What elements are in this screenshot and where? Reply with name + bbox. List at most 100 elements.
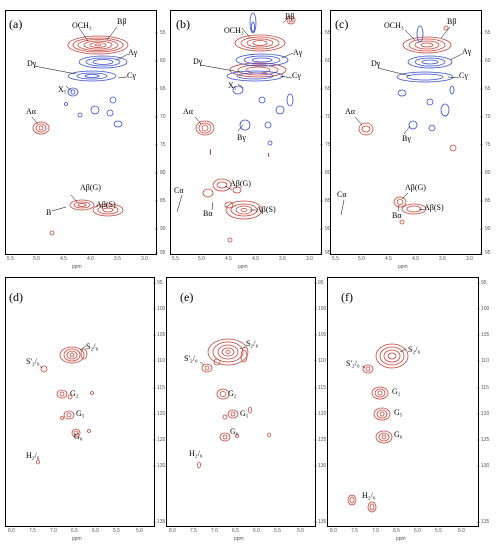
- y-tick: 60: [485, 58, 491, 64]
- peak-label-abeta-g: Aβ(G): [80, 183, 101, 192]
- panel-label: (b): [176, 17, 190, 31]
- y-tick: 95: [160, 250, 166, 256]
- x-axis-unit: ppm: [238, 264, 248, 270]
- y-tick: 85: [325, 198, 331, 204]
- x-tick: 5.5: [435, 528, 442, 534]
- y-tick: 75: [160, 142, 166, 148]
- x-tick: 3.5: [114, 256, 121, 262]
- peak-label-cgamma: Cγ: [127, 71, 136, 80]
- y-tick: 75: [325, 142, 331, 148]
- x-axis-unit: ppm: [398, 264, 408, 270]
- peak-label-balpha: Bα: [203, 209, 213, 218]
- x-tick: 4.0: [252, 256, 259, 262]
- plot-frame: [330, 10, 482, 255]
- peak-label-g2: G₂: [70, 389, 79, 398]
- y-tick: 60: [325, 58, 331, 64]
- x-axis-unit: ppm: [234, 536, 244, 542]
- y-tick: 85: [160, 198, 166, 204]
- y-tick: 130: [481, 463, 490, 469]
- peak-label-g5: G₅: [394, 408, 403, 417]
- x-tick: 7.0: [50, 528, 57, 534]
- x-tick: 6.5: [232, 528, 239, 534]
- x-tick: 6.0: [92, 528, 99, 534]
- peak-label-dgamma: Dγ: [371, 59, 381, 68]
- y-tick: 70: [325, 114, 331, 120]
- peak-label-balpha: Bα: [392, 211, 402, 220]
- peak-label-abeta-g: Aβ(G): [405, 183, 426, 192]
- peak-label-h26: H₂/₆: [26, 451, 40, 460]
- y-tick: 125: [481, 437, 490, 443]
- y-tick: 90: [325, 226, 331, 232]
- peak-label-g2: G₂: [228, 389, 237, 398]
- x-axis-unit: ppm: [396, 536, 406, 542]
- panel-label: (a): [9, 17, 23, 31]
- y-tick: 120: [481, 411, 490, 417]
- peak-label-dgamma: Dγ: [193, 57, 203, 66]
- y-tick: 55: [485, 30, 491, 36]
- peak-label-agamma: Aγ: [293, 48, 303, 57]
- peak-label-h26: H₂/₆: [362, 491, 376, 500]
- y-tick: 110: [157, 358, 165, 364]
- y-tick: 125: [157, 437, 166, 443]
- x-tick: 5.0: [136, 528, 143, 534]
- peak-label-agamma: Aγ: [128, 48, 138, 57]
- panel-label: (f): [341, 290, 353, 304]
- y-tick: 65: [485, 86, 491, 92]
- peak-label-bgamma: Bγ: [237, 133, 246, 142]
- x-tick: 6.0: [253, 528, 260, 534]
- peak-label-s-prime-26: S'₂/₆: [346, 359, 360, 368]
- y-tick: 95: [318, 280, 324, 286]
- y-tick: 95: [157, 280, 163, 286]
- y-tick: 125: [318, 437, 327, 443]
- peak-label-s26: S₂/₆: [408, 345, 421, 354]
- peak-label-s-prime-26: S'₂/₆: [26, 357, 40, 366]
- peak-label-och3: OCH₃: [72, 21, 92, 30]
- panel-label: (c): [335, 17, 349, 31]
- y-tick: 105: [318, 332, 327, 338]
- peak-label-g2: G₂: [392, 387, 401, 396]
- peak-label-bgamma: Bγ: [402, 134, 411, 143]
- y-tick: 85: [485, 198, 491, 204]
- x-tick: 4.5: [385, 256, 392, 262]
- peak-label-bbeta: Bβ: [447, 17, 457, 26]
- peak-label-abeta-s: Aβ(S): [424, 203, 444, 212]
- y-tick: 70: [485, 114, 491, 120]
- y-tick: 80: [160, 170, 166, 176]
- x-tick: 8.0: [8, 528, 15, 534]
- plot-frame: [5, 277, 155, 527]
- y-tick: 65: [325, 86, 331, 92]
- y-tick: 55: [160, 30, 166, 36]
- peak-label-aalpha: Aα: [183, 107, 193, 116]
- y-tick: 90: [485, 226, 491, 232]
- peak-label-cgamma: Cγ: [292, 71, 301, 80]
- x-tick: 5.5: [113, 528, 120, 534]
- peak-label-g5: G₅: [76, 409, 85, 418]
- x-tick: 7.0: [372, 528, 379, 534]
- x-tick: 3.0: [466, 256, 473, 262]
- y-tick: 105: [481, 332, 490, 338]
- y-tick: 95: [325, 250, 331, 256]
- y-tick: 95: [481, 280, 487, 286]
- x-tick: 5.0: [33, 256, 40, 262]
- peak-label-och3: OCH₃: [384, 21, 404, 30]
- x-tick: 5.5: [332, 256, 339, 262]
- y-tick: 135: [481, 519, 490, 525]
- x-tick: 4.0: [87, 256, 94, 262]
- y-tick: 90: [160, 226, 166, 232]
- peak-label-s26: S₂/₆: [246, 339, 259, 348]
- y-tick: 80: [485, 170, 491, 176]
- x-tick: 7.5: [190, 528, 197, 534]
- x-tick: 4.5: [60, 256, 67, 262]
- peak-label-s-prime-26: S'₂/₆: [184, 354, 198, 363]
- panel-label: (d): [9, 290, 23, 304]
- peak-label-abeta-s: Aβ(S): [256, 205, 276, 214]
- x-tick: 5.5: [274, 528, 281, 534]
- peak-label-agamma: Aγ: [462, 47, 472, 56]
- peak-label-b: B: [46, 208, 52, 217]
- peak-label-g6: G₆: [394, 430, 403, 439]
